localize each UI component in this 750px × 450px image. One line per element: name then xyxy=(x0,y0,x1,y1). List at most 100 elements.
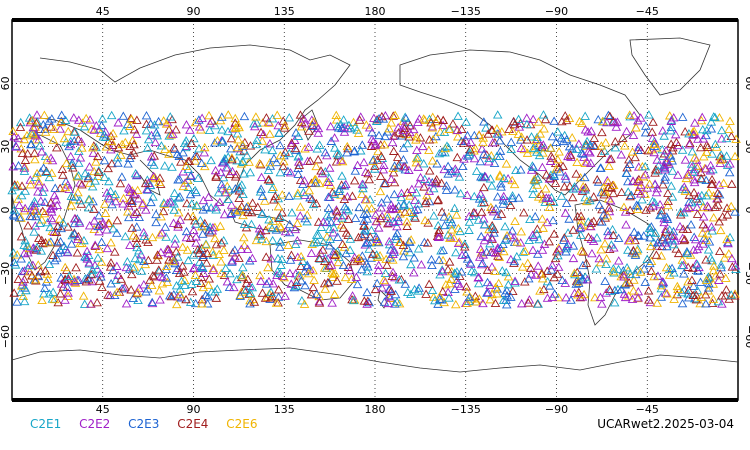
observation-marker xyxy=(630,250,641,259)
observation-marker xyxy=(39,289,49,298)
observation-marker xyxy=(161,261,172,271)
observation-marker xyxy=(156,247,166,257)
observation-marker xyxy=(531,270,541,279)
observation-marker xyxy=(573,278,584,287)
observation-marker xyxy=(602,211,613,220)
observation-marker xyxy=(88,142,98,152)
observation-marker xyxy=(675,210,686,219)
observation-marker xyxy=(683,293,694,302)
observation-marker xyxy=(137,200,148,209)
observation-marker xyxy=(667,156,678,165)
observation-marker xyxy=(702,201,713,210)
observation-marker xyxy=(362,266,373,276)
observation-marker xyxy=(586,221,596,231)
observation-marker xyxy=(386,174,397,183)
observation-marker xyxy=(708,265,719,275)
observation-marker xyxy=(668,113,679,122)
observation-marker xyxy=(309,275,319,284)
observation-marker xyxy=(456,136,467,146)
observation-marker xyxy=(528,143,539,152)
observation-marker xyxy=(37,235,47,244)
observation-marker xyxy=(25,211,35,221)
observation-marker xyxy=(513,114,524,123)
observation-marker xyxy=(146,280,157,289)
observation-marker xyxy=(371,116,382,125)
observation-marker xyxy=(227,248,238,257)
observation-marker xyxy=(40,283,50,293)
observation-marker xyxy=(427,122,438,131)
observation-marker xyxy=(715,225,726,235)
observation-marker xyxy=(608,266,619,276)
observation-marker xyxy=(188,211,198,220)
observation-marker xyxy=(580,183,591,192)
observation-marker xyxy=(189,263,200,272)
observation-marker xyxy=(157,228,167,237)
observation-marker xyxy=(148,192,158,201)
observation-marker xyxy=(458,161,468,171)
observation-marker xyxy=(379,297,390,306)
observation-marker xyxy=(509,119,520,129)
observation-marker xyxy=(105,186,116,195)
observation-marker xyxy=(161,273,172,282)
observation-marker xyxy=(190,219,201,228)
observation-marker xyxy=(620,207,631,216)
observation-marker xyxy=(267,145,278,155)
observation-marker xyxy=(275,242,285,251)
observation-marker xyxy=(722,203,732,212)
observation-marker xyxy=(314,298,325,307)
observation-marker xyxy=(251,235,262,245)
observation-marker xyxy=(462,190,473,199)
observation-marker xyxy=(583,127,593,136)
observation-marker xyxy=(197,262,208,272)
observation-marker xyxy=(161,119,172,128)
observation-marker xyxy=(512,251,522,261)
observation-marker xyxy=(666,139,676,148)
observation-marker xyxy=(242,150,252,160)
observation-marker xyxy=(604,244,615,253)
observation-marker xyxy=(616,150,627,159)
observation-marker xyxy=(689,177,700,187)
observation-marker xyxy=(403,243,413,253)
observation-marker xyxy=(261,252,271,261)
observation-marker xyxy=(659,131,669,140)
observation-marker xyxy=(94,166,104,175)
observation-marker xyxy=(132,222,142,231)
observation-marker xyxy=(696,292,707,301)
observation-marker xyxy=(336,155,346,164)
observation-marker xyxy=(320,284,331,293)
observation-marker xyxy=(695,277,706,286)
observation-marker xyxy=(202,248,213,258)
observation-marker xyxy=(538,148,548,157)
observation-marker xyxy=(523,298,534,307)
observation-marker xyxy=(567,133,577,142)
observation-marker xyxy=(37,206,48,215)
observation-marker xyxy=(613,256,624,265)
observation-marker xyxy=(67,230,77,240)
right-tick-label: 60 xyxy=(743,76,750,90)
observation-marker xyxy=(683,262,693,271)
observation-marker xyxy=(175,215,185,224)
observation-marker xyxy=(586,234,597,243)
observation-marker xyxy=(300,119,310,128)
top-tick-label: 90 xyxy=(187,5,201,18)
observation-marker xyxy=(375,171,386,180)
observation-marker xyxy=(24,267,35,276)
observation-marker xyxy=(106,145,116,154)
observation-marker xyxy=(241,202,252,212)
observation-marker xyxy=(266,287,276,296)
observation-marker xyxy=(681,203,692,213)
observation-marker xyxy=(258,129,269,139)
observation-marker xyxy=(102,243,113,253)
observation-marker xyxy=(182,198,192,208)
observation-marker xyxy=(457,250,467,259)
observation-marker xyxy=(655,210,665,220)
observation-marker xyxy=(585,140,596,149)
observation-marker xyxy=(320,253,331,263)
observation-marker xyxy=(707,298,718,308)
observation-marker xyxy=(513,129,524,138)
observation-marker xyxy=(323,177,334,186)
observation-marker xyxy=(84,162,95,171)
observation-marker xyxy=(69,214,80,223)
observation-marker xyxy=(547,131,558,141)
observation-marker xyxy=(127,269,137,279)
